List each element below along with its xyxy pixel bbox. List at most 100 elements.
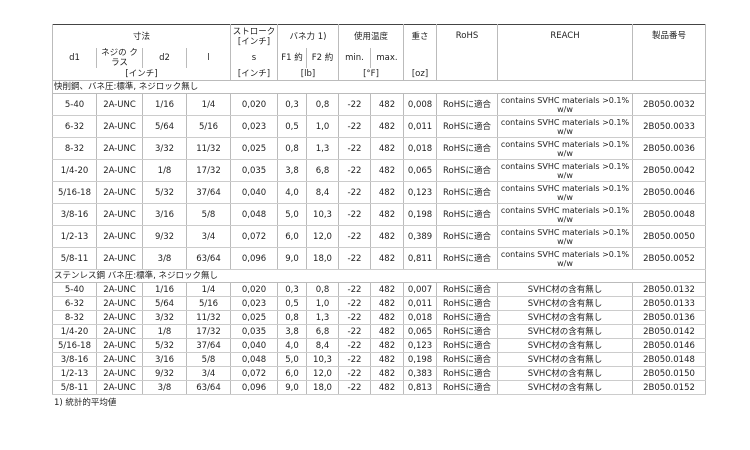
cell-temp-min: -22 xyxy=(338,159,371,182)
cell-temp-max: 482 xyxy=(370,380,404,395)
cell-f1: 3,8 xyxy=(277,324,307,339)
cell-temp-max: 482 xyxy=(370,282,404,297)
header-rohs: RoHS xyxy=(436,24,498,81)
cell-temp-min: -22 xyxy=(338,137,371,160)
header-spring-force: バネ力 1) xyxy=(277,24,339,48)
cell-stroke: 0,072 xyxy=(230,366,278,381)
header-max: max. xyxy=(370,48,404,68)
cell-f1: 9,0 xyxy=(277,380,307,395)
cell-f1: 0,5 xyxy=(277,115,307,138)
section-header: 快削鋼、バネ圧:標準, ネジロック無し xyxy=(52,80,706,94)
cell-f2: 8,4 xyxy=(306,181,339,204)
cell-f1: 0,3 xyxy=(277,93,307,116)
cell-part-no: 2B050.0150 xyxy=(632,366,706,381)
cell-temp-max: 482 xyxy=(370,338,404,353)
cell-weight: 0,007 xyxy=(403,282,437,297)
cell-l: 63/64 xyxy=(186,380,231,395)
table-row: 3/8-16 2A-UNC 3/16 5/8 0,048 5,0 10,3 -22 482 0,1… xyxy=(52,203,706,226)
cell-weight: 0,018 xyxy=(403,137,437,160)
table-row: 5/16-18 2A-UNC 5/32 37/64 0,040 4,0 8,4 -22 482 0… xyxy=(52,338,706,353)
cell-temp-min: -22 xyxy=(338,93,371,116)
cell-d1: 1/4-20 xyxy=(52,159,97,182)
cell-part-no: 2B050.0152 xyxy=(632,380,706,395)
cell-temp-min: -22 xyxy=(338,247,371,270)
cell-f1: 6,0 xyxy=(277,366,307,381)
table-row: 5/16-18 2A-UNC 5/32 37/64 0,040 4,0 8,4 -22 482 0… xyxy=(52,181,706,204)
cell-weight: 0,018 xyxy=(403,310,437,325)
cell-f2: 6,8 xyxy=(306,159,339,182)
cell-part-no: 2B050.0033 xyxy=(632,115,706,138)
cell-f1: 0,8 xyxy=(277,137,307,160)
cell-temp-min: -22 xyxy=(338,203,371,226)
header-temp: 使用温度 xyxy=(338,24,404,48)
cell-f1: 0,3 xyxy=(277,282,307,297)
cell-temp-min: -22 xyxy=(338,310,371,325)
cell-f1: 0,8 xyxy=(277,310,307,325)
cell-temp-min: -22 xyxy=(338,115,371,138)
cell-temp-max: 482 xyxy=(370,115,404,138)
cell-rohs: RoHSに適合 xyxy=(436,203,498,226)
cell-f1: 6,0 xyxy=(277,225,307,248)
cell-thread-class: 2A-UNC xyxy=(96,93,143,116)
cell-d2: 3/32 xyxy=(142,310,187,325)
cell-l: 17/32 xyxy=(186,324,231,339)
cell-reach: contains SVHC materials >0.1% w/w xyxy=(497,225,633,248)
cell-d2: 1/16 xyxy=(142,93,187,116)
cell-stroke: 0,096 xyxy=(230,247,278,270)
cell-d1: 5/16-18 xyxy=(52,181,97,204)
cell-rohs: RoHSに適合 xyxy=(436,352,498,367)
cell-temp-max: 482 xyxy=(370,296,404,311)
table-row: 1/4-20 2A-UNC 1/8 17/32 0,035 3,8 6,8 -22 482 0,0… xyxy=(52,159,706,182)
cell-f1: 5,0 xyxy=(277,203,307,226)
cell-d2: 1/8 xyxy=(142,324,187,339)
cell-l: 3/4 xyxy=(186,225,231,248)
cell-reach: contains SVHC materials >0.1% w/w xyxy=(497,203,633,226)
cell-thread-class: 2A-UNC xyxy=(96,159,143,182)
cell-weight: 0,008 xyxy=(403,93,437,116)
cell-d1: 5/16-18 xyxy=(52,338,97,353)
cell-d1: 6-32 xyxy=(52,115,97,138)
cell-reach: SVHC材の含有無し xyxy=(497,282,633,297)
table-row: 8-32 2A-UNC 3/32 11/32 0,025 0,8 1,3 -22 482 0,01… xyxy=(52,137,706,160)
cell-temp-min: -22 xyxy=(338,282,371,297)
cell-d1: 3/8-16 xyxy=(52,203,97,226)
cell-rohs: RoHSに適合 xyxy=(436,137,498,160)
cell-temp-max: 482 xyxy=(370,247,404,270)
cell-stroke: 0,020 xyxy=(230,93,278,116)
header-reach: REACH xyxy=(497,24,633,81)
cell-d1: 8-32 xyxy=(52,310,97,325)
table-row: 8-32 2A-UNC 3/32 11/32 0,025 0,8 1,3 -22 482 0,01… xyxy=(52,310,706,325)
cell-temp-max: 482 xyxy=(370,181,404,204)
cell-weight: 0,011 xyxy=(403,115,437,138)
cell-reach: SVHC材の含有無し xyxy=(497,352,633,367)
cell-weight: 0,198 xyxy=(403,352,437,367)
cell-rohs: RoHSに適合 xyxy=(436,296,498,311)
cell-thread-class: 2A-UNC xyxy=(96,115,143,138)
unit-f: [°F] xyxy=(338,68,404,81)
cell-l: 11/32 xyxy=(186,137,231,160)
cell-temp-max: 482 xyxy=(370,324,404,339)
cell-l: 3/4 xyxy=(186,366,231,381)
table-row: 5-40 2A-UNC 1/16 1/4 0,020 0,3 0,8 -22 482 0,008 R… xyxy=(52,93,706,116)
unit-lb: [lb] xyxy=(277,68,339,81)
cell-rohs: RoHSに適合 xyxy=(436,282,498,297)
cell-f2: 10,3 xyxy=(306,203,339,226)
cell-l: 5/16 xyxy=(186,115,231,138)
cell-stroke: 0,023 xyxy=(230,115,278,138)
cell-rohs: RoHSに適合 xyxy=(436,225,498,248)
cell-reach: contains SVHC materials >0.1% w/w xyxy=(497,181,633,204)
table-row: 5-40 2A-UNC 1/16 1/4 0,020 0,3 0,8 -22 482 0,007 R… xyxy=(52,282,706,297)
table-row: 1/2-13 2A-UNC 9/32 3/4 0,072 6,0 12,0 -22 482 0,3… xyxy=(52,366,706,381)
cell-d2: 3/16 xyxy=(142,203,187,226)
cell-rohs: RoHSに適合 xyxy=(436,159,498,182)
cell-thread-class: 2A-UNC xyxy=(96,324,143,339)
unit-oz: [oz] xyxy=(403,68,437,81)
cell-stroke: 0,025 xyxy=(230,310,278,325)
header-dimensions: 寸法 xyxy=(52,24,231,48)
header-d1: d1 xyxy=(52,48,97,68)
cell-temp-min: -22 xyxy=(338,352,371,367)
cell-weight: 0,198 xyxy=(403,203,437,226)
cell-temp-max: 482 xyxy=(370,225,404,248)
header-min: min. xyxy=(338,48,371,68)
table-row: 3/8-16 2A-UNC 3/16 5/8 0,048 5,0 10,3 -22 482 0,1… xyxy=(52,352,706,367)
